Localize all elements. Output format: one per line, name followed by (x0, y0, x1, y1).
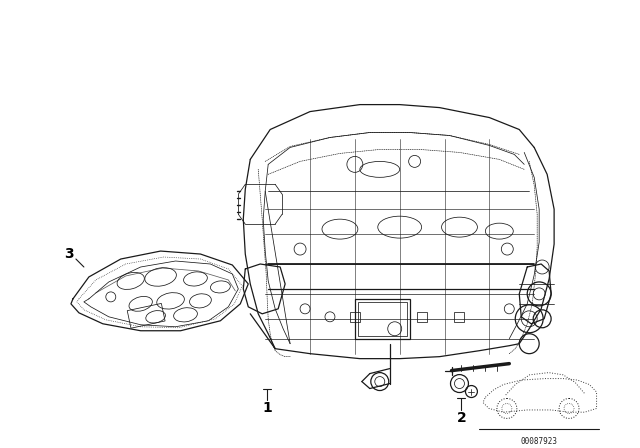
Bar (350, 312, 360, 322)
Bar (355, 299, 410, 339)
Text: 3: 3 (64, 247, 74, 261)
Text: 2: 2 (456, 411, 467, 426)
Text: 00087923: 00087923 (521, 437, 557, 446)
Bar (454, 312, 465, 322)
Bar (127, 303, 165, 328)
Text: 1: 1 (262, 401, 272, 415)
Bar (417, 312, 427, 322)
Bar (358, 302, 406, 336)
